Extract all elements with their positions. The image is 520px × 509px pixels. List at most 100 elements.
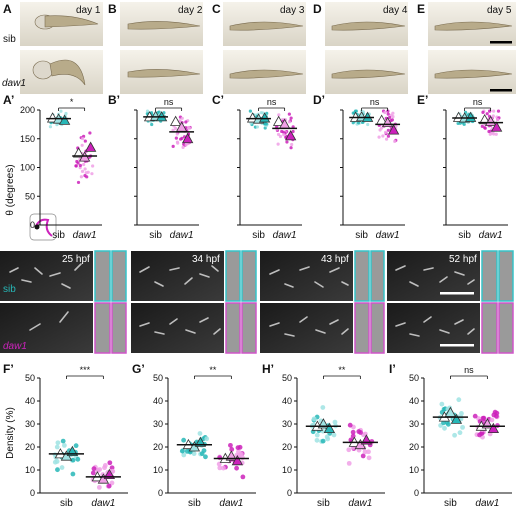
kymo-sib-52b [498,250,514,302]
row-label-daw1: daw1 [2,78,26,89]
data-point [80,169,85,174]
data-point [179,448,185,454]
data-point [383,110,387,115]
data-point [381,134,385,138]
kymo-sib-34b [241,250,257,302]
data-point [347,422,353,428]
data-point [459,411,464,416]
data-point [91,164,95,168]
sig-label: * [70,97,74,107]
data-point [88,131,92,135]
data-point [366,449,371,455]
sig-label: ns [473,97,483,107]
data-point [109,480,115,486]
cilia-texture [9,263,475,337]
replicate-mean [490,121,503,132]
data-point [90,172,94,176]
day-label-5: day 5 [487,5,512,16]
kymo-daw1-25b [111,302,127,354]
data-point [481,415,487,421]
data-point [54,459,60,464]
panel-letter-H-prime: H’ [262,362,274,376]
data-point [277,113,281,117]
data-point [90,470,96,476]
data-point [174,136,178,140]
data-point [102,463,108,468]
data-point [83,174,87,178]
panel-letter-D: D [313,2,322,16]
x-tick-label-sib: sib [458,230,471,241]
data-point [240,474,246,480]
hpf-label-34: 34 hpf [192,254,220,265]
chart-H’: 0 10 20 30 40 50 sib daw1 ** [282,365,385,509]
x-tick-label-sib: sib [60,498,73,509]
data-point [181,452,187,458]
data-point [255,125,260,129]
panel-letter-B-prime: B’ [108,93,120,107]
data-point [314,437,320,443]
data-point [107,460,113,466]
data-point [346,447,352,453]
x-tick-label-daw1: daw1 [91,498,115,509]
sig-label: ns [164,97,174,107]
replicate-mean [84,141,97,152]
data-point [391,111,395,115]
kymo-daw1-25 [94,302,111,354]
x-tick-label-sib: sib [149,230,162,241]
data-point [96,484,102,490]
data-point [234,465,239,471]
microscopy-row: F G H I [0,250,514,354]
data-point [91,466,97,472]
y-tick-label: 30 [25,419,35,429]
photo-row: A B C D E day 1 da [2,2,516,94]
data-point [73,443,79,449]
data-point [220,465,226,471]
data-point [331,432,337,438]
micro-row-label-sib: sib [3,284,16,295]
data-point [70,471,76,477]
micro-scale-bar [440,292,474,295]
data-point [264,122,268,126]
y-tick-label: 50 [25,373,35,383]
replicate-mean [284,130,297,141]
day-label-1: day 1 [76,5,101,16]
micro-daw1-43hpf [260,303,353,353]
data-point [378,128,382,132]
kymo-daw1-52 [481,302,498,354]
chart-C’: sib daw1 ns [237,97,302,241]
data-point [360,109,364,113]
micro-sib-43hpf [260,251,353,301]
replicate-mean [272,115,285,126]
y-tick-label: 40 [153,396,163,406]
data-point [203,454,208,460]
panel-letter-D-prime: D’ [313,93,325,107]
data-point [360,453,366,459]
hpf-label-25: 25 hpf [62,254,90,265]
data-point [110,468,116,474]
data-point [81,136,85,141]
y-tick-label: 20 [153,442,163,452]
kymo-sib-52 [481,250,498,302]
data-point [276,142,280,146]
chart-E’: sib daw1 ns [443,97,508,241]
data-point [452,432,457,438]
panel-letter-G-prime: G’ [132,362,145,376]
data-point [54,444,60,450]
data-point [76,161,80,165]
data-point [490,131,494,135]
data-point [276,132,281,137]
y-tick-label: 40 [409,396,419,406]
chart-F’: 0 10 20 30 40 50 sib daw1 *** [25,365,128,509]
data-point [55,440,61,446]
data-point [483,126,487,130]
data-point [291,125,295,129]
data-point [285,140,289,144]
replicate-mean [450,413,463,424]
data-point [75,456,81,462]
data-point [162,111,166,115]
y-tick-label: 50 [282,373,292,383]
chart-D’: sib daw1 ns [340,97,405,241]
data-point [320,438,326,444]
micro-scale-bar [440,344,474,347]
data-point [79,175,83,179]
